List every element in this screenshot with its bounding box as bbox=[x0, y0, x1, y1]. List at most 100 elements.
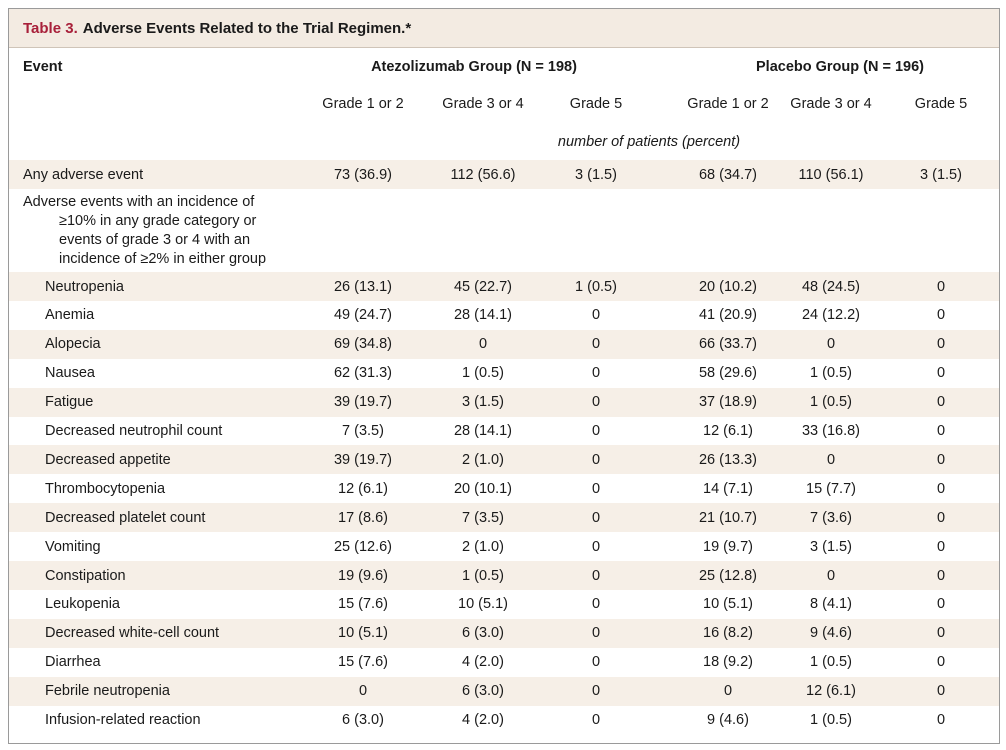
grade-header: Grade 5 bbox=[914, 96, 968, 112]
table-caption: Adverse Events Related to the Trial Regi… bbox=[82, 19, 412, 37]
section-label-line: Adverse events with an incidence of bbox=[23, 194, 255, 210]
units-note: number of patients (percent) bbox=[557, 134, 741, 150]
table-cell: 10 (5.1) bbox=[703, 596, 753, 613]
table-cell: 45 (22.7) bbox=[453, 278, 513, 295]
table-cell: 28 (14.1) bbox=[453, 307, 513, 324]
table-row: Alopecia 69 (34.8) 0 0 66 (33.7) 0 0 bbox=[9, 329, 999, 359]
table-row: Decreased white-cell count 10 (5.1) 6 (3.0… bbox=[9, 618, 999, 648]
row-label: Nausea bbox=[45, 365, 95, 382]
table-cell: 58 (29.6) bbox=[698, 365, 758, 382]
table-cell: 0 bbox=[936, 365, 946, 382]
row-label: Vomiting bbox=[45, 538, 101, 555]
table-cell: 0 bbox=[936, 625, 946, 642]
table-cell: 112 (56.6) bbox=[450, 166, 516, 183]
table-cell: 8 (4.1) bbox=[810, 596, 852, 613]
table-cell: 25 (12.6) bbox=[333, 538, 393, 555]
table-row: Decreased appetite 39 (19.7) 2 (1.0) 0 26 (1… bbox=[9, 445, 999, 475]
section-label: Adverse events with an incidence of ≥10%… bbox=[9, 193, 999, 269]
row-label: Thrombocytopenia bbox=[45, 480, 166, 497]
table-row: Decreased platelet count 17 (8.6) 7 (3.5) 0… bbox=[9, 503, 999, 533]
table-cell: 0 bbox=[723, 683, 733, 700]
table-cell: 0 bbox=[591, 654, 601, 671]
table-cell: 12 (6.1) bbox=[338, 480, 388, 497]
table-cell: 6 (3.0) bbox=[462, 625, 504, 642]
table-cell: 0 bbox=[358, 683, 368, 700]
table-cell: 24 (12.2) bbox=[801, 307, 861, 324]
table-row: Any adverse event 73 (36.9) 112 (56.6) 3… bbox=[9, 160, 999, 189]
table-row: Leukopenia 15 (7.6) 10 (5.1) 0 10 (5.1) 8 (4.… bbox=[9, 590, 999, 619]
table-cell: 3 (1.5) bbox=[462, 394, 504, 411]
grade-header: Grade 5 bbox=[569, 96, 623, 112]
table-cell: 2 (1.0) bbox=[462, 538, 504, 555]
table-cell: 4 (2.0) bbox=[462, 654, 504, 671]
table-cell: 48 (24.5) bbox=[801, 278, 861, 295]
table-cell: 0 bbox=[936, 538, 946, 555]
section-label-line: incidence of ≥2% in either group bbox=[59, 251, 267, 267]
table-cell: 7 (3.6) bbox=[810, 509, 852, 526]
table-cell: 0 bbox=[826, 336, 836, 353]
table-cell: 9 (4.6) bbox=[810, 625, 852, 642]
row-label: Any adverse event bbox=[23, 166, 144, 183]
table-cell: 7 (3.5) bbox=[462, 509, 504, 526]
table-cell: 26 (13.3) bbox=[698, 451, 758, 468]
table-cell: 21 (10.7) bbox=[698, 509, 758, 526]
table-cell: 0 bbox=[936, 509, 946, 526]
table-cell: 9 (4.6) bbox=[707, 712, 749, 728]
table-cell: 0 bbox=[591, 596, 601, 613]
event-column-header: Event bbox=[23, 59, 63, 75]
table-cell: 33 (16.8) bbox=[801, 423, 861, 439]
table-cell: 20 (10.1) bbox=[453, 480, 513, 497]
row-label: Fatigue bbox=[45, 394, 94, 411]
table-cell: 7 (3.5) bbox=[342, 423, 384, 439]
table-cell: 0 bbox=[826, 451, 836, 468]
table-row: Anemia 49 (24.7) 28 (14.1) 0 41 (20.9) 24 (12… bbox=[9, 301, 999, 330]
table-cell: 10 (5.1) bbox=[338, 625, 388, 642]
table-cell: 68 (34.7) bbox=[698, 166, 758, 183]
table-cell: 15 (7.7) bbox=[806, 480, 856, 497]
row-label: Infusion-related reaction bbox=[45, 712, 201, 728]
table-cell: 66 (33.7) bbox=[698, 336, 758, 353]
table-row: Diarrhea 15 (7.6) 4 (2.0) 0 18 (9.2) 1 (0.5) 0 bbox=[9, 648, 999, 677]
table-cell: 25 (12.8) bbox=[698, 567, 758, 584]
section-label-line: events of grade 3 or 4 with an bbox=[59, 232, 251, 248]
table-cell: 0 bbox=[936, 596, 946, 613]
table-cell: 3 (1.5) bbox=[810, 538, 852, 555]
table-cell: 0 bbox=[591, 451, 601, 468]
table-cell: 0 bbox=[936, 683, 946, 700]
table-cell: 37 (18.9) bbox=[698, 394, 758, 411]
table-cell: 0 bbox=[936, 712, 946, 728]
table-row: Vomiting 25 (12.6) 2 (1.0) 0 19 (9.7) 3 (1.5)… bbox=[9, 532, 999, 561]
table-cell: 62 (31.3) bbox=[333, 365, 393, 382]
table-cell: 0 bbox=[591, 683, 601, 700]
table-cell: 0 bbox=[936, 423, 946, 439]
table-cell: 110 (56.1) bbox=[798, 166, 864, 183]
table-cell: 1 (0.5) bbox=[810, 712, 852, 728]
table-row: Febrile neutropenia 0 6 (3.0) 0 0 12 (6.1) 0 bbox=[9, 676, 999, 706]
table-cell: 1 (0.5) bbox=[462, 365, 504, 382]
table-cell: 3 (1.5) bbox=[575, 166, 617, 183]
table-cell: 73 (36.9) bbox=[333, 166, 393, 183]
table-cell: 6 (3.0) bbox=[462, 683, 504, 700]
table-cell: 4 (2.0) bbox=[462, 712, 504, 728]
table-row: Neutropenia 26 (13.1) 45 (22.7) 1 (0.5) 20 (… bbox=[9, 272, 999, 301]
table-cell: 0 bbox=[591, 712, 601, 728]
section-label-line: ≥10% in any grade category or bbox=[59, 213, 257, 229]
table-cell: 19 (9.6) bbox=[338, 567, 388, 584]
table-row: Nausea 62 (31.3) 1 (0.5) 0 58 (29.6) 1 (0.5) 0 bbox=[9, 359, 999, 388]
table-cell: 0 bbox=[936, 567, 946, 584]
row-label: Anemia bbox=[45, 307, 95, 324]
row-label: Decreased white-cell count bbox=[45, 625, 220, 642]
table-cell: 1 (0.5) bbox=[462, 567, 504, 584]
table-cell: 49 (24.7) bbox=[333, 307, 393, 324]
table-cell: 0 bbox=[826, 567, 836, 584]
row-label: Decreased platelet count bbox=[45, 509, 206, 526]
table-row: Fatigue 39 (19.7) 3 (1.5) 0 37 (18.9) 1 (0.5)… bbox=[9, 387, 999, 417]
table-cell: 14 (7.1) bbox=[703, 480, 753, 497]
table-cell: 0 bbox=[591, 365, 601, 382]
table-cell: 0 bbox=[591, 538, 601, 555]
table-cell: 0 bbox=[591, 394, 601, 411]
table-cell: 3 (1.5) bbox=[920, 166, 962, 183]
table-cell: 10 (5.1) bbox=[458, 596, 508, 613]
table-cell: 12 (6.1) bbox=[703, 423, 753, 439]
table-cell: 0 bbox=[591, 509, 601, 526]
